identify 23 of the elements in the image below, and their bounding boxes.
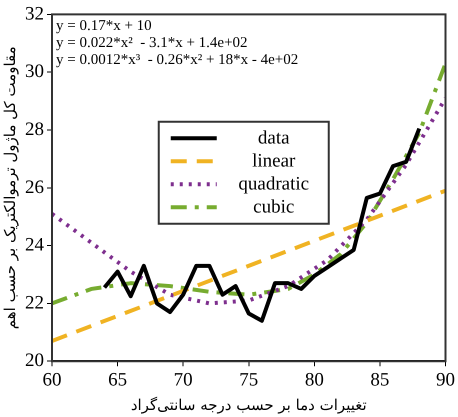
annotation: y = 0.0012*x³ - 0.26*x² + 18*x - 4e+02 bbox=[56, 52, 298, 68]
x-tick-label: 90 bbox=[436, 370, 455, 391]
y-tick-label: 24 bbox=[25, 234, 44, 256]
y-tick-label: 28 bbox=[25, 118, 44, 140]
y-axis-title: مقاومت کل ماژول ترموالکتریک بر حسب اهم bbox=[0, 46, 19, 330]
y-tick-label: 20 bbox=[25, 350, 44, 372]
x-tick-label: 80 bbox=[304, 370, 324, 391]
x-tick-label: 85 bbox=[370, 370, 390, 391]
legend-label: data bbox=[258, 127, 290, 148]
y-tick-label: 30 bbox=[25, 61, 44, 82]
x-tick-label: 75 bbox=[239, 370, 258, 391]
annotation: y = 0.022*x² - 3.1*x + 1.4e+02 bbox=[56, 34, 248, 51]
x-tick-label: 60 bbox=[42, 370, 62, 391]
x-axis-title: تغییرات دما بر حسب درجه سانتی‌گراد bbox=[130, 396, 367, 414]
legend-label: linear bbox=[252, 150, 296, 172]
y-tick-label: 26 bbox=[25, 176, 44, 198]
annotation: y = 0.17*x + 10 bbox=[56, 18, 152, 34]
y-tick-label: 32 bbox=[25, 3, 44, 24]
x-tick-label: 65 bbox=[108, 370, 128, 391]
legend-label: quadratic bbox=[238, 173, 310, 194]
legend-label: cubic bbox=[253, 196, 294, 218]
x-tick-label: 70 bbox=[174, 370, 193, 391]
y-tick-label: 22 bbox=[25, 292, 44, 314]
